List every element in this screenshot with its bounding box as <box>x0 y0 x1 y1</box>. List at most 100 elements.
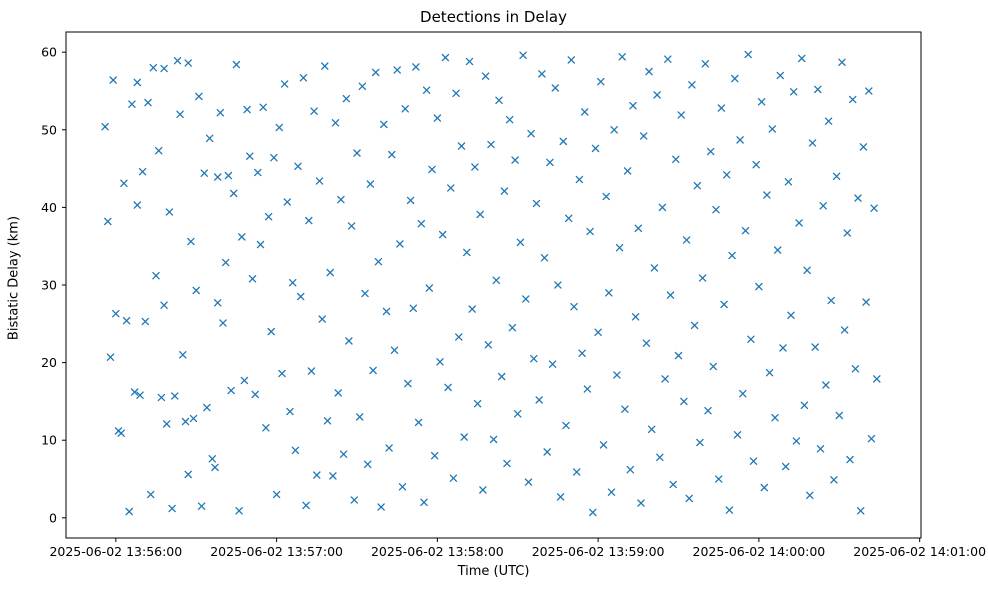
scatter-point <box>513 410 522 418</box>
scatter-point <box>106 353 115 361</box>
scatter-point <box>117 429 125 437</box>
scatter-point <box>259 103 267 112</box>
scatter-point <box>294 162 302 171</box>
scatter-point <box>447 184 455 192</box>
scatter-point <box>873 375 881 383</box>
scatter-point <box>693 181 702 190</box>
scatter-point <box>688 81 696 89</box>
scatter-point <box>819 202 827 210</box>
scatter-point <box>508 323 517 332</box>
scatter-point <box>406 196 415 205</box>
scatter-point <box>278 369 286 378</box>
scatter-point <box>497 372 506 381</box>
scatter-point <box>848 95 857 104</box>
scatter-point <box>634 224 643 233</box>
scatter-point <box>843 229 852 237</box>
scatter-point <box>187 237 195 246</box>
scatter-point <box>398 483 407 491</box>
scatter-point <box>385 444 393 452</box>
scatter-point <box>645 67 653 76</box>
scatter-point <box>653 91 661 99</box>
scatter-point <box>205 134 214 143</box>
scatter-point <box>795 219 803 227</box>
scatter-point <box>280 80 289 88</box>
scatter-point <box>393 66 401 74</box>
scatter-point <box>433 114 442 122</box>
scatter-point <box>658 203 667 212</box>
scatter-point <box>731 74 739 83</box>
scatter-point <box>690 321 699 330</box>
x-axis-label: Time (UTC) <box>457 564 530 579</box>
scatter-point <box>551 84 560 92</box>
scatter-point <box>672 155 680 164</box>
scatter-point <box>530 354 538 363</box>
scatter-point <box>741 226 750 235</box>
scatter-point <box>824 117 833 125</box>
y-tick-label: 0 <box>49 510 57 525</box>
scatter-point <box>572 468 581 476</box>
scatter-point <box>704 406 712 415</box>
scatter-point <box>623 167 632 175</box>
scatter-point <box>412 63 420 71</box>
y-tick-label: 50 <box>41 122 57 137</box>
scatter-point <box>444 383 452 392</box>
scatter-point <box>696 438 704 447</box>
scatter-point <box>315 177 324 185</box>
scatter-point <box>846 455 854 464</box>
scatter-point <box>339 450 348 458</box>
scatter-point <box>605 289 613 297</box>
scatter-point <box>792 437 801 445</box>
scatter-point <box>197 502 206 510</box>
scatter-point <box>567 56 576 64</box>
x-tick-label: 2025-06-02 14:01:00 <box>853 544 986 559</box>
scatter-point <box>286 407 294 416</box>
scatter-point <box>479 486 487 494</box>
scatter-point <box>773 246 782 254</box>
scatter-point <box>168 504 176 513</box>
scatter-point <box>856 507 865 515</box>
scatter-point <box>615 243 624 252</box>
scatter-point <box>211 463 219 472</box>
scatter-point <box>720 300 728 309</box>
scatter-point <box>554 281 562 289</box>
scatter-point <box>272 490 281 499</box>
scatter-point <box>540 254 549 262</box>
scatter-point <box>781 462 790 471</box>
scatter-point <box>803 266 811 275</box>
scatter-point <box>473 399 482 408</box>
scatter-point <box>495 96 503 105</box>
scatter-point <box>489 435 498 444</box>
scatter-point <box>669 480 677 489</box>
scatter-point <box>500 187 509 195</box>
scatter-point <box>229 189 238 198</box>
scatter-point <box>213 173 222 181</box>
scatter-point <box>238 233 246 241</box>
scatter-point <box>594 328 602 337</box>
scatter-point <box>256 240 265 249</box>
scatter-point <box>275 123 284 132</box>
scatter-point <box>160 64 168 73</box>
scatter-point <box>264 212 273 221</box>
scatter-point <box>476 210 484 219</box>
scatter-point <box>358 82 367 91</box>
scatter-point <box>808 139 817 147</box>
scatter-point <box>677 111 685 119</box>
scatter-point <box>798 54 806 63</box>
scatter-point <box>465 57 474 66</box>
scatter-point <box>682 236 691 244</box>
scatter-point <box>527 129 535 138</box>
scatter-point <box>157 393 166 402</box>
scatter-point <box>200 169 209 177</box>
scatter-point <box>827 296 835 305</box>
scatter-point <box>621 405 629 413</box>
scatter-point <box>787 311 795 320</box>
scatter-point <box>227 386 235 395</box>
scatter-point <box>334 389 342 397</box>
scatter-point <box>639 132 648 140</box>
scatter-point <box>631 313 640 321</box>
y-tick-label: 10 <box>41 433 57 448</box>
scatter-point <box>666 291 675 299</box>
scatter-point <box>838 58 846 67</box>
scatter-point <box>481 72 490 80</box>
scatter-point <box>629 101 637 110</box>
